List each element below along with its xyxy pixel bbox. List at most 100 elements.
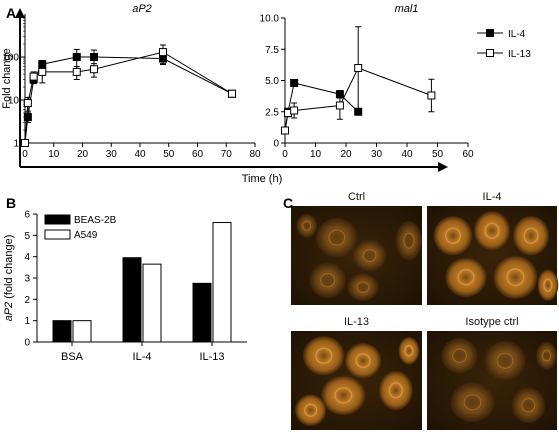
micrograph-cell-nucleus — [304, 403, 318, 417]
micrograph-cell — [395, 220, 422, 261]
micrograph-label: Isotype ctrl — [465, 316, 518, 328]
bar-beas-2b — [192, 282, 212, 343]
bar-beas-2b — [122, 257, 142, 343]
micrograph-cell — [484, 340, 526, 381]
mal1-series — [281, 26, 436, 135]
micrograph-cell-nucleus — [355, 353, 371, 369]
micrograph-cell — [321, 375, 366, 416]
micrograph-cell-nucleus — [328, 229, 346, 246]
bar-legend: BEAS-2B A549 — [44, 214, 117, 241]
legend-marker — [486, 29, 494, 37]
bar-legend-label: BEAS-2B — [74, 215, 117, 226]
micrograph-cell-nucleus — [403, 232, 415, 249]
micrograph-cell — [450, 382, 495, 423]
micrograph-cell-nucleus — [542, 349, 552, 362]
micrograph-cell-nucleus — [362, 248, 377, 263]
bar-y-tick-label: 1 — [24, 316, 30, 327]
mal1-time-course-chart: mal1 0 2.5 5.0 7.5 10.0 0 10 20 30 40 50 60 — [260, 3, 474, 160]
ap2-y-tick-label: 10 — [8, 96, 20, 107]
mal1-x-tick-label: 30 — [371, 149, 383, 160]
mal1-y-tick-label: 10.0 — [260, 14, 280, 25]
bar-category-label: IL-13 — [199, 351, 224, 363]
ap2-time-course-chart: aP2 Fold change 1 10 100 0 10 20 30 40 50 60 70 80 — [1, 3, 261, 160]
bar-y-tick-label: 0 — [24, 338, 30, 349]
micrograph-cell-nucleus — [451, 348, 468, 364]
panel-label-a: A — [6, 5, 16, 21]
micrograph-cell — [398, 336, 420, 365]
ap2-point-1 — [38, 67, 47, 76]
micrograph-cell — [315, 217, 358, 258]
micrograph-cell-nucleus — [521, 397, 536, 413]
micrograph-cell — [302, 335, 345, 376]
bar-legend-swatch — [44, 229, 71, 240]
mal1-y-tick-label: 7.5 — [265, 45, 279, 56]
mal1-x-tick-label: 50 — [432, 149, 444, 160]
time-course-legend: IL-4 IL-13 — [477, 29, 531, 60]
ap2-point-0 — [72, 53, 81, 61]
ap2-point-1 — [23, 99, 32, 108]
panel-label-c: C — [283, 195, 293, 211]
ap2-fold-change-axis-label: aP2 (fold change) — [3, 235, 15, 322]
ap2-x-tick-label: 30 — [106, 149, 118, 160]
micrograph-cell — [512, 215, 550, 256]
ap2-x-tick-label: 40 — [134, 149, 146, 160]
micrograph-cell-nucleus — [506, 268, 525, 287]
ap2-y-tick-label: 100 — [2, 53, 19, 64]
ap2-point-1 — [228, 89, 236, 98]
bar-y-tick-label: 4 — [24, 252, 30, 263]
micrograph-cell-nucleus — [334, 387, 353, 404]
micrograph-cell — [378, 370, 413, 411]
bar-a549 — [142, 263, 162, 343]
micrograph-cell-nucleus — [302, 220, 312, 231]
ap2-ylabel-rest: (fold change) — [3, 235, 15, 302]
ap2-point-1 — [21, 139, 29, 147]
ap2-point-0 — [90, 53, 98, 61]
bar-ticks: 0 1 2 3 4 5 6 BSA IL-4 IL-13 — [24, 210, 224, 364]
micrograph-cell-nucleus — [484, 222, 500, 239]
time-arrow: Time (h) — [20, 162, 448, 185]
micrograph-cell — [309, 262, 347, 299]
mal1-y-tick-label: 0 — [273, 139, 279, 150]
mal1-point-1 — [354, 64, 363, 72]
mal1-x-tick-label: 10 — [310, 149, 322, 160]
micrograph-cell — [473, 210, 511, 251]
bar-beas-2b — [52, 320, 72, 343]
bar-a549 — [72, 320, 92, 343]
micrograph-cell — [296, 213, 318, 238]
micrograph-cell — [511, 387, 546, 424]
ap2-y-tick-label: 1 — [13, 139, 19, 150]
ap2-x-tick-label: 60 — [192, 149, 204, 160]
bar-y-tick-label: 5 — [24, 231, 30, 242]
legend-marker — [486, 49, 494, 57]
micrograph-cell — [445, 257, 487, 298]
micrograph-cell — [352, 239, 387, 272]
micrograph-cell — [347, 273, 379, 302]
micrograph-label: IL-13 — [344, 316, 369, 328]
ap2-x-tick-label: 80 — [249, 149, 261, 160]
micrograph-cell — [344, 342, 382, 379]
bar-category-label: BSA — [61, 351, 84, 363]
mal1-x-tick-label: 20 — [340, 149, 352, 160]
time-axis-label: Time (h) — [242, 173, 283, 185]
ap2-x-tick-label: 70 — [221, 149, 233, 160]
mal1-x-tick-label: 0 — [282, 149, 288, 160]
mal1-point-1 — [335, 101, 344, 110]
mal1-y-tick-label: 5.0 — [265, 76, 279, 87]
micrograph-cell-nucleus — [315, 347, 333, 364]
ap2-point-0 — [23, 113, 32, 122]
bar-y-tick-label: 2 — [24, 295, 30, 306]
panel-label-b: B — [6, 195, 16, 211]
ap2-ylabel-italic: aP2 — [3, 302, 15, 322]
micrograph-cell-nucleus — [404, 344, 414, 357]
ap2-point-1 — [159, 48, 167, 57]
fold-arrow — [15, 8, 25, 167]
micrograph-cell — [433, 215, 473, 256]
bar-a549 — [212, 222, 232, 343]
micrograph-cell-nucleus — [543, 278, 553, 292]
micrograph-cell — [441, 337, 478, 374]
bar-legend-swatch — [44, 214, 71, 225]
micrograph-cell — [536, 341, 557, 370]
ap2-line-0 — [24, 56, 233, 144]
time-arrow-head — [438, 162, 448, 172]
